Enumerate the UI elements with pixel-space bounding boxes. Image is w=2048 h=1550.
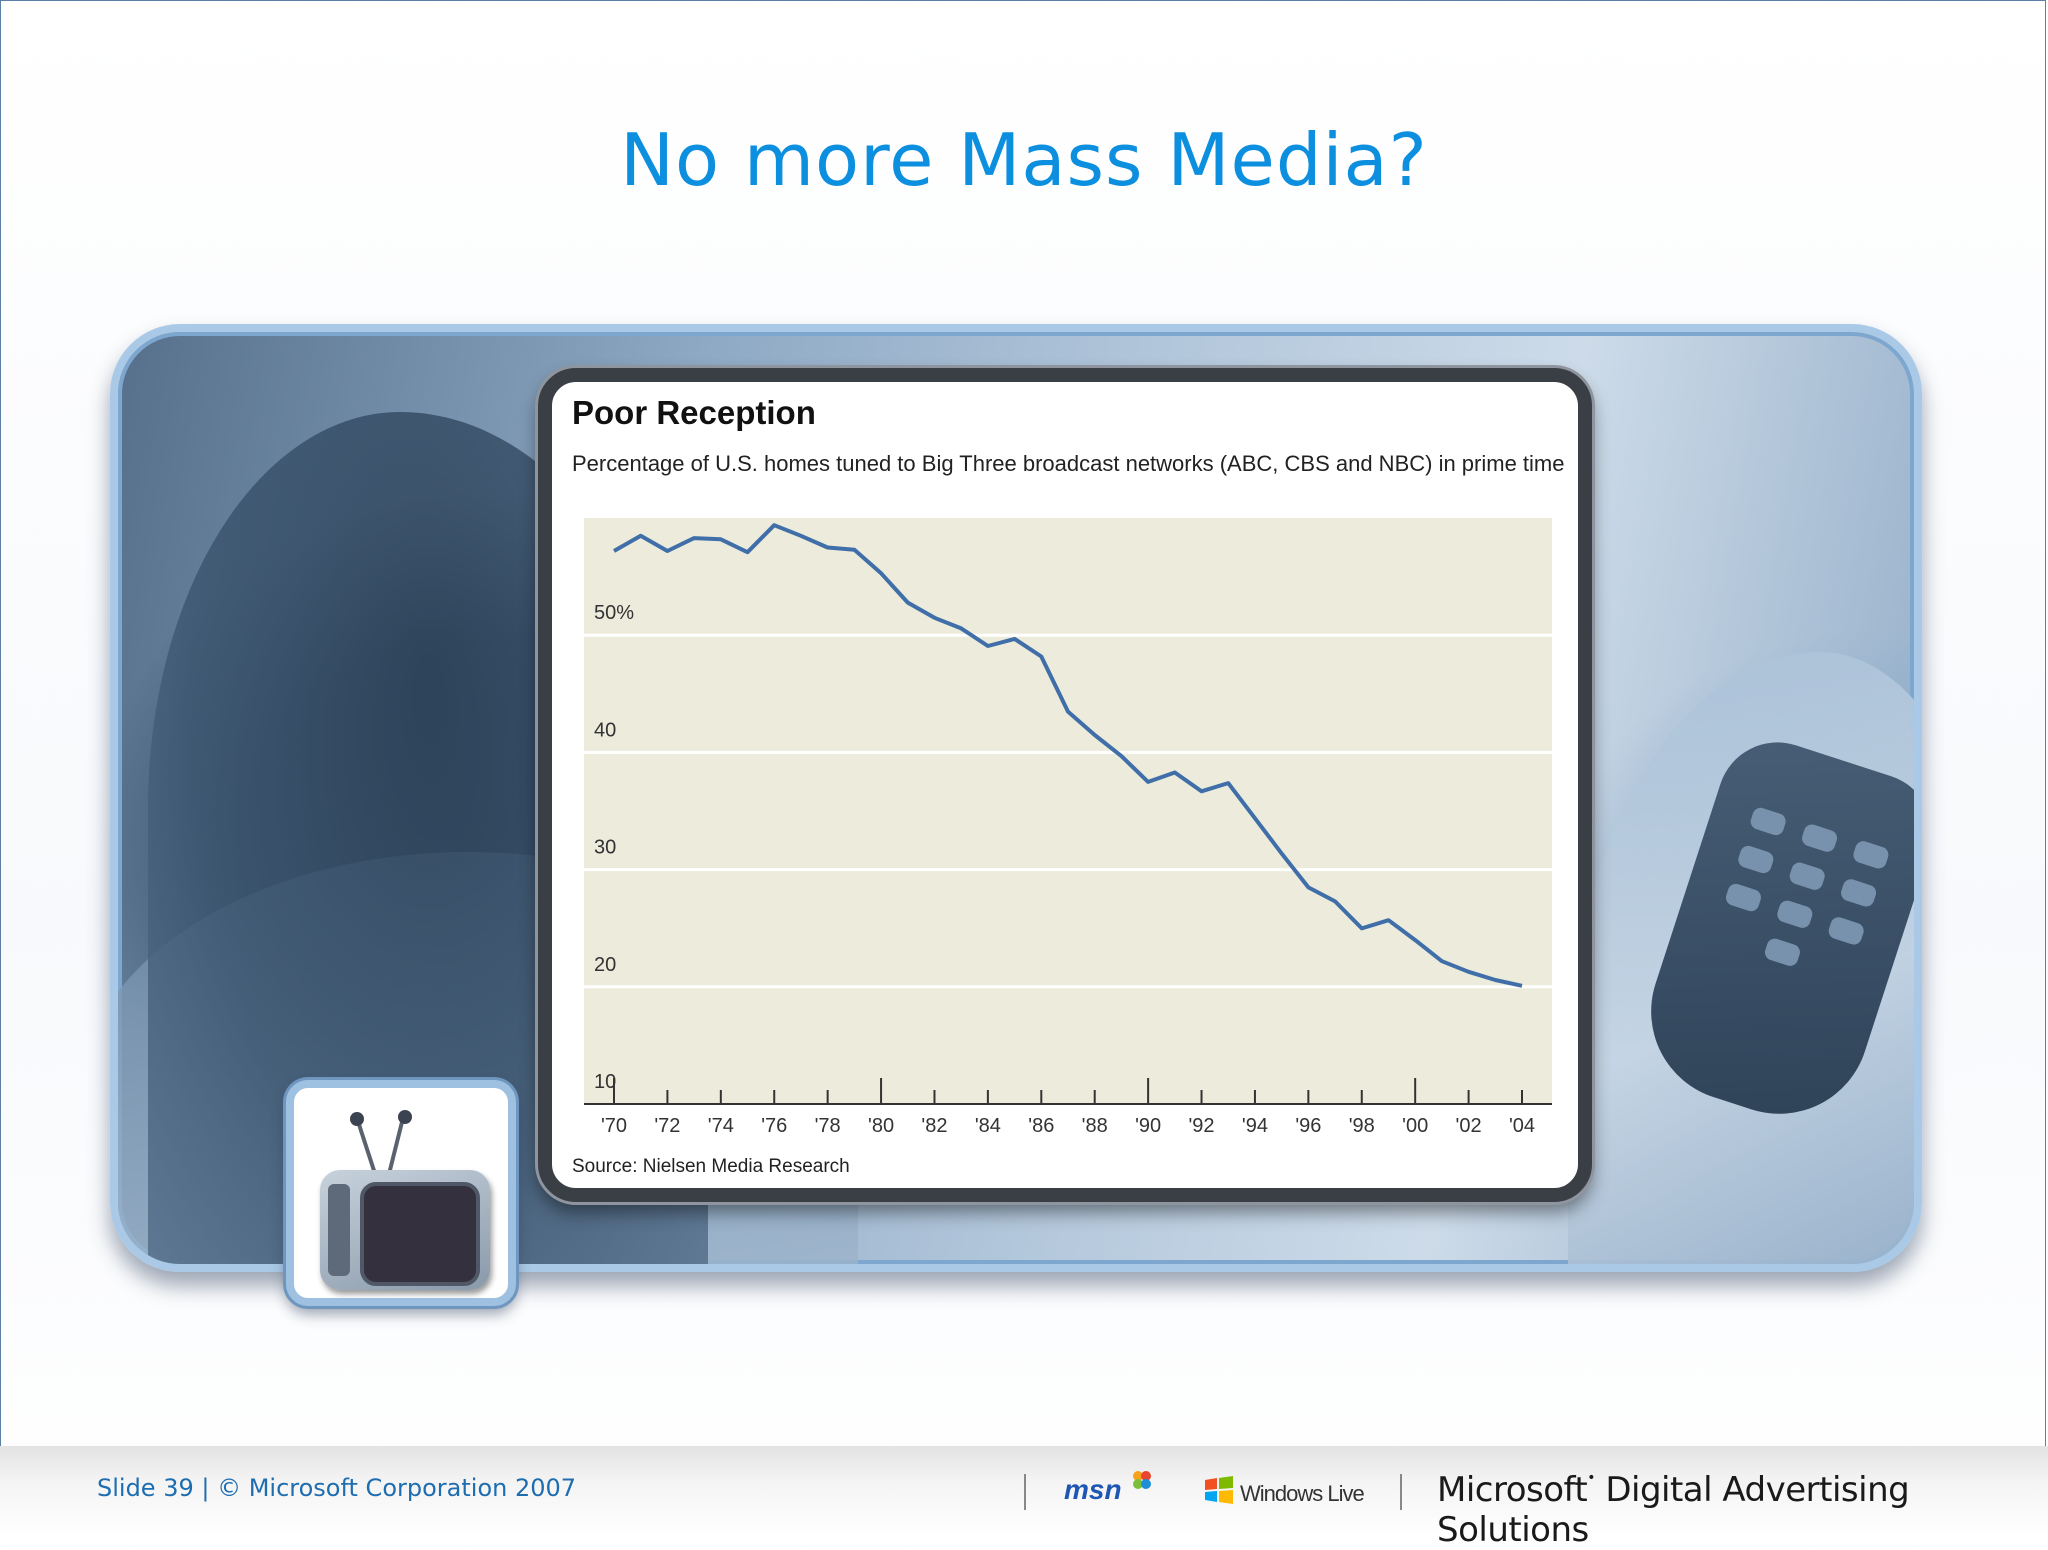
x-tick-label: '88 <box>1082 1115 1108 1137</box>
x-tick-label: '80 <box>868 1115 894 1137</box>
microsoft-logo: Microsoft• Digital Advertising Solutions <box>1437 1470 1910 1550</box>
y-tick-label: 50% <box>594 602 634 624</box>
x-tick-label: '86 <box>1028 1115 1054 1137</box>
tv-thumbnail <box>286 1080 516 1306</box>
y-tick-label: 10 <box>594 1071 616 1093</box>
tv-antenna-icon <box>387 1118 405 1174</box>
tv-side-panel <box>328 1184 350 1276</box>
msn-butterfly-icon <box>1133 1471 1151 1489</box>
tv-antenna-tip <box>350 1112 364 1126</box>
x-tick-label: '00 <box>1402 1115 1428 1137</box>
x-tick-label: '76 <box>761 1115 787 1137</box>
television-icon <box>320 1170 490 1290</box>
slide-title: No more Mass Media? <box>620 118 1428 202</box>
slide-number: Slide 39 | © Microsoft Corporation 2007 <box>97 1474 577 1502</box>
plot-area <box>584 518 1552 1104</box>
series-line <box>613 523 1523 988</box>
x-tick-label: '90 <box>1135 1115 1161 1137</box>
x-tick-label: '96 <box>1295 1115 1321 1137</box>
microsoft-wordmark: Microsoft <box>1437 1470 1588 1510</box>
msn-logo: msn <box>1064 1474 1122 1505</box>
x-tick-label: '84 <box>975 1115 1001 1137</box>
x-tick-label: '92 <box>1188 1115 1214 1137</box>
x-tick-label: '94 <box>1242 1115 1268 1137</box>
x-tick-label: '04 <box>1509 1115 1535 1137</box>
line-chart: 50% 40 30 20 10 '70 '72 '74 '76 '78 '80 '82 '84 '86 '8… <box>584 518 1552 1137</box>
footer-divider <box>1400 1474 1402 1510</box>
y-tick-label: 20 <box>594 954 616 976</box>
chart-card: Poor Reception Percentage of U.S. homes … <box>538 368 1592 1202</box>
windows-live-logo: Windows Live <box>1240 1481 1365 1506</box>
slide-border <box>0 0 2046 1446</box>
x-tick-label: '78 <box>815 1115 841 1137</box>
tv-screen <box>360 1182 480 1286</box>
chart-source: Source: Nielsen Media Research <box>572 1156 850 1177</box>
chart-subtitle: Percentage of U.S. homes tuned to Big Th… <box>572 451 1565 476</box>
windows-flag-icon <box>1205 1476 1233 1504</box>
tv-antenna-tip <box>398 1110 412 1124</box>
footer-divider <box>1024 1474 1026 1510</box>
x-tick-label: '74 <box>708 1115 734 1137</box>
x-tick-label: '82 <box>921 1115 947 1137</box>
y-tick-label: 30 <box>594 837 616 859</box>
chart-title: Poor Reception <box>572 394 816 431</box>
tv-antenna-icon <box>355 1118 377 1174</box>
y-tick-label: 40 <box>594 719 616 741</box>
x-tick-label: '72 <box>654 1115 680 1137</box>
x-tick-label: '98 <box>1349 1115 1375 1137</box>
x-tick-label: '70 <box>601 1115 627 1137</box>
x-tick-label: '02 <box>1456 1115 1482 1137</box>
